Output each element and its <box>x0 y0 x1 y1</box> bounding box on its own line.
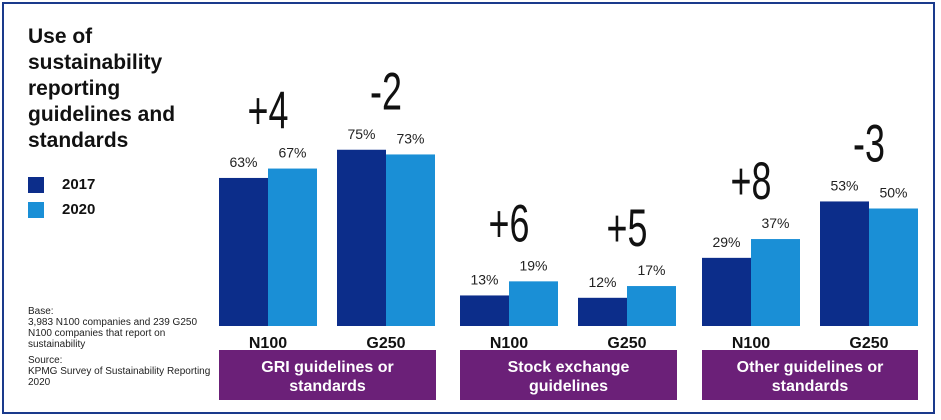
group-label-2-line-1: Stock exchange <box>508 359 630 376</box>
bar-2-g250-2020 <box>627 286 676 326</box>
category-label-3-n100: N100 <box>732 335 770 352</box>
category-label-1-g250: G250 <box>366 335 405 352</box>
bar-3-n100-2020 <box>751 239 800 326</box>
bar-2-n100-2017 <box>460 295 509 326</box>
data-label-1-g250-2020: 73% <box>396 130 424 146</box>
base-label: Base: <box>28 306 54 317</box>
change-label-1-g250: -2 <box>370 62 402 122</box>
data-label-1-g250-2017: 75% <box>347 126 375 142</box>
group-band-3 <box>702 350 918 400</box>
data-label-3-g250-2017: 53% <box>830 177 858 193</box>
source-text: KPMG Survey of Sustainability Reporting … <box>28 366 211 388</box>
change-label-1-n100: +4 <box>248 81 289 141</box>
chart-notes: Base: 3,983 N100 companies and 239 G250 … <box>28 306 218 393</box>
source-note: Source: KPMG Survey of Sustainability Re… <box>28 355 218 388</box>
data-label-3-g250-2020: 50% <box>879 185 907 201</box>
change-label-2-g250: +5 <box>607 198 648 258</box>
group-label-3-line-2: standards <box>772 378 849 395</box>
change-label-3-n100: +8 <box>731 151 772 211</box>
group-label-1-line-1: GRI guidelines or <box>261 359 393 376</box>
data-label-1-n100-2017: 63% <box>229 154 257 170</box>
group-band-1 <box>219 350 436 400</box>
legend-item-2020: 2020 <box>28 197 95 222</box>
category-label-2-n100: N100 <box>490 335 528 352</box>
data-label-3-n100-2017: 29% <box>712 234 740 250</box>
bar-2-g250-2017 <box>578 297 627 326</box>
group-label-1-line-2: standards <box>289 378 366 395</box>
change-label-2-n100: +6 <box>489 193 530 253</box>
bar-3-g250-2020 <box>869 208 918 326</box>
data-label-3-n100-2020: 37% <box>761 215 789 231</box>
group-label-2-line-2: guidelines <box>529 378 608 395</box>
legend-swatch-2020 <box>28 201 44 218</box>
bar-3-g250-2017 <box>820 201 869 326</box>
base-text: 3,983 N100 companies and 239 G250 N100 c… <box>28 317 198 350</box>
source-label: Source: <box>28 355 63 366</box>
category-label-3-g250: G250 <box>849 335 888 352</box>
legend-swatch-2017 <box>28 176 44 193</box>
legend-label-2017: 2017 <box>62 176 96 193</box>
category-label-1-n100: N100 <box>249 335 287 352</box>
data-label-1-n100-2020: 67% <box>278 145 306 161</box>
legend-label-2020: 2020 <box>62 201 96 218</box>
figure-frame: Use of sustainability reporting guidelin… <box>2 2 935 414</box>
bar-1-g250-2017 <box>337 149 386 326</box>
base-note: Base: 3,983 N100 companies and 239 G250 … <box>28 306 218 350</box>
bar-2-n100-2020 <box>509 281 558 326</box>
bar-1-n100-2020 <box>268 168 317 326</box>
data-label-2-g250-2020: 17% <box>637 262 665 278</box>
data-label-2-n100-2017: 13% <box>470 271 498 287</box>
data-label-2-n100-2020: 19% <box>519 257 547 273</box>
bar-1-n100-2017 <box>219 177 268 326</box>
legend: 2017 2020 <box>28 172 95 222</box>
group-label-3-line-1: Other guidelines or <box>737 359 884 376</box>
change-label-3-g250: -3 <box>853 113 885 173</box>
data-label-2-g250-2017: 12% <box>588 274 616 290</box>
chart-title: Use of sustainability reporting guidelin… <box>28 25 176 152</box>
category-label-2-g250: G250 <box>607 335 646 352</box>
bar-1-g250-2020 <box>386 154 435 326</box>
legend-item-2017: 2017 <box>28 172 95 197</box>
group-band-2 <box>460 350 677 400</box>
bar-3-n100-2017 <box>702 257 751 326</box>
